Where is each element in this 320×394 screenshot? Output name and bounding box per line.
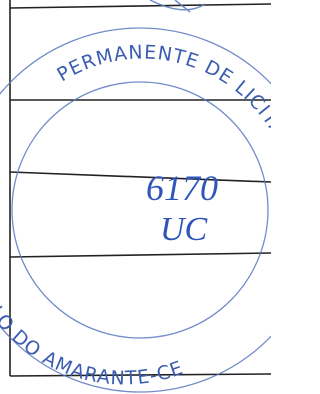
handwritten-initials: UC: [160, 211, 208, 248]
page: {"stamp": {"top_text": "PERMANENTE DE LI…: [0, 0, 271, 394]
stamp-top-arc: PERMANENTE DE LICITAÇÃO: [53, 41, 271, 180]
handwritten-number: 6170: [146, 168, 218, 208]
stamp-bottom-text: ALO DO AMARANTE-CE: [0, 291, 186, 389]
document-scan: PERMANENTE DE LICITAÇÃO ALO DO AMARANTE-…: [0, 0, 271, 394]
stamp-top-text: PERMANENTE DE LICITAÇÃO: [53, 41, 271, 180]
stamp-bottom-arc: ALO DO AMARANTE-CE: [0, 291, 186, 389]
